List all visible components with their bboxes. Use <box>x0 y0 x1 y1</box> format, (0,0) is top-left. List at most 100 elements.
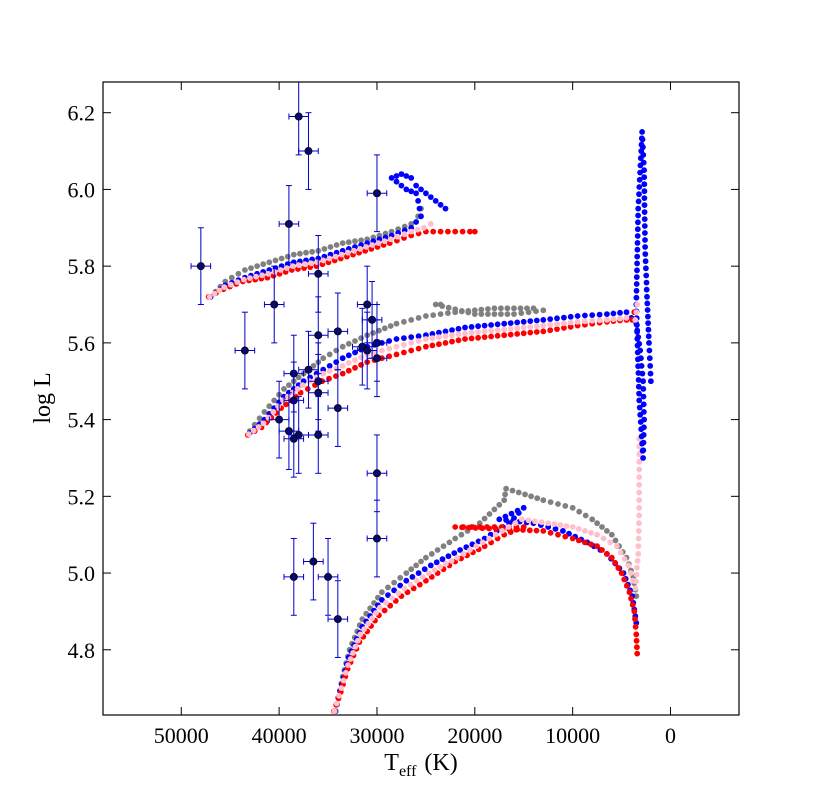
track-point <box>472 525 479 531</box>
track-point <box>527 318 534 324</box>
track-point <box>508 510 515 517</box>
track-point <box>626 589 633 596</box>
track-point <box>394 233 401 240</box>
track-point <box>255 424 262 430</box>
track-point <box>632 585 639 592</box>
track-point <box>633 637 640 644</box>
track-point <box>501 326 508 333</box>
track-point <box>562 503 569 509</box>
track-point <box>488 327 494 334</box>
track-point <box>398 171 405 178</box>
track-point <box>408 175 415 181</box>
track-point <box>206 293 213 300</box>
track-point <box>455 325 462 332</box>
track-point <box>284 253 291 260</box>
track-point <box>383 599 389 606</box>
track-point <box>634 233 641 239</box>
track-point <box>517 305 524 312</box>
track-point <box>413 219 419 225</box>
track-point <box>527 324 534 330</box>
track-point <box>401 231 408 238</box>
track-point <box>352 364 358 371</box>
track-point <box>504 311 511 317</box>
observed-star <box>327 369 349 447</box>
track-point <box>455 331 462 338</box>
track-point <box>395 590 402 597</box>
track-point <box>448 557 455 564</box>
track-point <box>640 393 647 400</box>
track-point <box>427 562 434 569</box>
track-point <box>443 560 449 567</box>
track-point <box>636 390 642 397</box>
track-point <box>628 595 634 602</box>
track-point <box>228 274 235 281</box>
track-point <box>391 579 397 586</box>
track-point <box>554 321 560 327</box>
track-point <box>520 318 527 325</box>
track-point <box>502 491 508 498</box>
track-point <box>241 276 247 283</box>
track-point <box>339 355 346 362</box>
track-point <box>473 543 480 550</box>
track-point <box>408 317 415 323</box>
track-point <box>613 543 620 550</box>
track-point <box>551 521 558 527</box>
track-point <box>646 355 653 362</box>
track-point <box>277 267 284 273</box>
track-point <box>561 314 567 321</box>
track-point <box>235 270 242 277</box>
track-point <box>560 528 566 534</box>
track-point <box>386 353 393 360</box>
track-point <box>309 248 315 255</box>
track-point <box>514 331 521 337</box>
track-point <box>604 311 610 317</box>
track-point <box>503 485 509 492</box>
track-point <box>634 329 640 335</box>
track-point <box>635 528 642 534</box>
track-point <box>361 626 368 632</box>
track-point <box>532 518 538 525</box>
track-point <box>408 334 415 340</box>
track-point <box>635 543 642 550</box>
track-point <box>639 447 646 454</box>
observed-star-point <box>240 346 249 355</box>
track-point <box>468 324 475 330</box>
track-point <box>511 305 517 312</box>
track-point <box>478 311 485 317</box>
track-point <box>454 554 461 561</box>
track-point <box>641 223 648 229</box>
track-point <box>635 356 641 363</box>
track-point <box>430 228 437 235</box>
track-point <box>636 458 643 465</box>
track-point <box>326 255 333 262</box>
observed-star <box>356 311 378 390</box>
observed-star-point <box>289 434 298 443</box>
track-point <box>491 305 498 312</box>
track-point <box>582 512 589 519</box>
track-point <box>633 309 640 316</box>
track-point <box>499 528 506 534</box>
track-point <box>635 551 642 557</box>
track-point <box>522 491 528 498</box>
track-point <box>370 330 376 336</box>
observed-star <box>307 396 329 474</box>
x-tick-label: 40000 <box>252 723 307 748</box>
track-point <box>509 487 516 494</box>
track-point <box>641 202 648 209</box>
x-tick-label: 10000 <box>545 723 600 748</box>
track-point <box>342 669 349 676</box>
track-point <box>642 237 648 243</box>
track-point <box>576 508 583 515</box>
track-point <box>494 332 501 339</box>
track-point <box>423 577 429 584</box>
track-point <box>540 497 547 504</box>
track-point <box>439 556 446 563</box>
track-point <box>462 324 468 331</box>
track-point <box>388 175 395 181</box>
track-point <box>646 347 653 354</box>
track-point <box>365 620 372 627</box>
track-point <box>408 566 415 573</box>
observed-star-point <box>304 147 313 156</box>
track-point <box>408 228 415 235</box>
track-point <box>552 526 559 532</box>
